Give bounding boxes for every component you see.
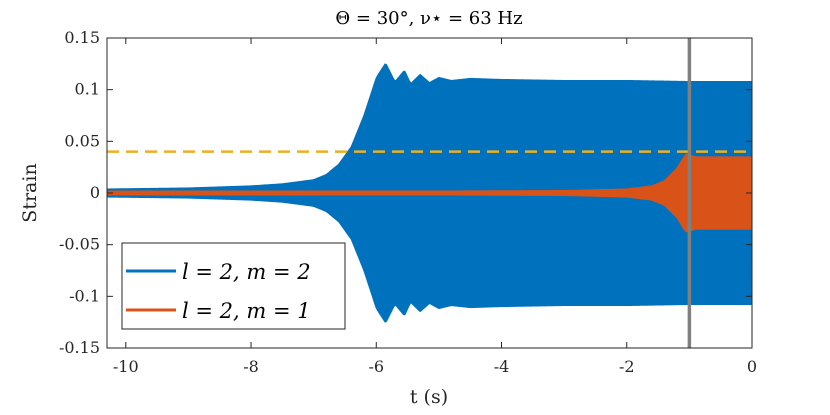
x-axis-label: t (s): [410, 386, 448, 408]
y-tick-label: 0: [90, 183, 100, 202]
x-tick-label: 0: [747, 357, 757, 376]
y-tick-label: -0.05: [59, 235, 100, 254]
legend: l = 2, m = 2 l = 2, m = 1: [121, 242, 346, 330]
y-tick-label: 0.05: [64, 131, 100, 150]
x-tick-label: -6: [368, 357, 384, 376]
data-layer: [107, 63, 752, 323]
axis-ticks: -10 -8 -6 -4 -2 0 -0.15 -0.1 -0.05 0 0.05 0.1 0.15: [59, 28, 757, 376]
y-tick-label: -0.15: [59, 338, 100, 357]
reference-lines: [107, 38, 752, 348]
legend-label-series-2: l = 2, m = 1: [182, 299, 311, 323]
legend-label-series-1: l = 2, m = 2: [182, 260, 311, 284]
chart-title: Θ = 30°, ν⋆ = 63 Hz: [335, 8, 522, 29]
y-tick-label: 0.15: [64, 28, 100, 47]
x-tick-label: -10: [113, 357, 139, 376]
x-tick-label: -2: [619, 357, 635, 376]
y-tick-label: -0.1: [69, 286, 100, 305]
x-tick-label: -4: [494, 357, 510, 376]
y-axis-label: Strain: [19, 163, 41, 222]
x-tick-label: -8: [243, 357, 259, 376]
series-2-waveform: [107, 153, 752, 233]
legend-box: [121, 242, 346, 330]
y-tick-label: 0.1: [75, 80, 100, 99]
